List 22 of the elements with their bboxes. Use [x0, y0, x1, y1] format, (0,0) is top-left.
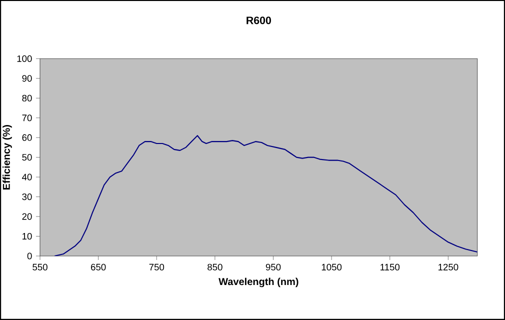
y-tick-label: 30 — [22, 194, 32, 200]
y-axis-title: Efficiency (%) — [2, 125, 12, 190]
x-axis-title: Wavelength (nm) — [218, 278, 298, 288]
y-tick-label: 60 — [22, 134, 32, 141]
x-tick-label: 550 — [32, 264, 48, 270]
y-tick-label: 70 — [22, 114, 32, 122]
y-tick-label: 90 — [22, 75, 32, 82]
y-tick-label: 100 — [17, 55, 32, 62]
y-tick-label: 20 — [22, 213, 32, 220]
x-tick-label: 750 — [149, 264, 164, 270]
x-tick-label: 1150 — [380, 264, 400, 270]
y-tick-label: 50 — [22, 154, 32, 161]
y-tick-label: 10 — [22, 232, 32, 240]
x-tick-label: 950 — [266, 264, 281, 270]
y-tick-label: 80 — [22, 94, 32, 102]
x-tick-label: 650 — [91, 264, 106, 270]
y-tick-label: 0 — [27, 252, 32, 260]
x-tick-label: 850 — [208, 264, 222, 270]
y-tick-label: 40 — [22, 174, 32, 180]
x-tick-label: 1250 — [438, 264, 458, 270]
x-tick-label: 1050 — [322, 264, 342, 270]
chart-title: R600 — [246, 16, 271, 24]
